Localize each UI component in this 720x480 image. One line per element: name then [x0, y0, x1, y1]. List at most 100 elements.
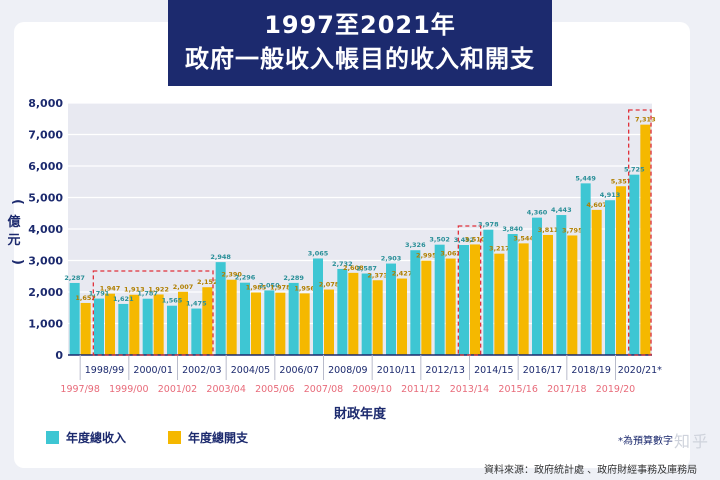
expenditure-bar — [178, 291, 188, 355]
expenditure-data-label: 2,007 — [173, 283, 194, 291]
expenditure-bar — [202, 287, 213, 355]
revenue-data-label: 3,502 — [429, 236, 450, 244]
revenue-data-label: 4,913 — [600, 191, 621, 199]
expenditure-bar — [153, 294, 164, 355]
expenditure-data-label: 7,313 — [635, 116, 656, 124]
y-axis-label-char: 億 — [7, 214, 20, 230]
expenditure-data-label: 3,811 — [538, 226, 559, 234]
x-tick-label: 2000/01 — [133, 365, 172, 376]
revenue-bar — [215, 262, 226, 355]
y-tick-label: 3,000 — [28, 255, 63, 268]
expenditure-data-label: 3,544 — [513, 234, 534, 242]
revenue-data-label: 1,787 — [137, 290, 158, 298]
x-tick-label: 2005/06 — [255, 384, 294, 395]
expenditure-bar — [543, 234, 553, 355]
expenditure-bar — [299, 293, 310, 355]
x-tick-label: 2013/14 — [450, 384, 489, 395]
x-tick-label: 2001/02 — [158, 384, 197, 395]
expenditure-data-label: 4,607 — [586, 201, 607, 209]
expenditure-data-label: 2,078 — [319, 281, 340, 289]
expenditure-bar — [105, 293, 115, 355]
x-tick-label: 2014/15 — [474, 365, 513, 376]
x-tick-label: 2011/12 — [401, 384, 440, 395]
expenditure-data-label: 3,062 — [440, 250, 461, 258]
expenditure-data-label: 1,913 — [124, 286, 145, 294]
revenue-data-label: 3,065 — [308, 249, 329, 257]
revenue-bar — [434, 244, 445, 355]
revenue-bar — [386, 263, 396, 355]
expenditure-bar — [421, 260, 432, 355]
revenue-data-label: 1,791 — [89, 290, 110, 298]
revenue-bar — [410, 250, 421, 355]
expenditure-data-label: 2,373 — [367, 271, 388, 279]
revenue-bar — [556, 215, 567, 355]
y-tick-label: 4,000 — [28, 223, 63, 236]
revenue-bar — [288, 282, 299, 355]
y-tick-label: 7,000 — [28, 129, 63, 142]
revenue-bar — [94, 298, 104, 355]
expenditure-bar — [275, 292, 286, 355]
highlight-box — [92, 270, 214, 356]
revenue-data-label: 4,360 — [527, 209, 548, 217]
title-line-2: 政府一般收入帳目的收入和開支 — [185, 45, 535, 73]
revenue-data-label: 2,732 — [332, 260, 353, 268]
revenue-data-label: 5,725 — [624, 166, 645, 174]
y-axis-paren-close: ) — [10, 259, 25, 265]
expenditure-bar — [397, 278, 407, 355]
x-tick-label: 2015/16 — [498, 384, 537, 395]
expenditure-bar — [372, 280, 383, 355]
expenditure-bar — [640, 124, 651, 355]
expenditure-bar — [518, 243, 529, 355]
revenue-bar — [361, 273, 372, 355]
expenditure-data-label: 1,652 — [75, 294, 96, 302]
revenue-bar — [580, 183, 591, 355]
x-tick-label: 2009/10 — [352, 384, 391, 395]
revenue-data-label: 3,840 — [502, 225, 523, 233]
revenue-bar — [69, 282, 80, 355]
revenue-data-label: 3,326 — [405, 241, 426, 249]
revenue-data-label: 2,903 — [381, 255, 402, 263]
revenue-bar — [605, 200, 615, 355]
x-tick-label: 2007/08 — [304, 384, 343, 395]
expenditure-bar — [226, 279, 237, 355]
x-tick-label: 2008/09 — [328, 365, 367, 376]
revenue-bar — [532, 217, 542, 355]
expenditure-bar — [494, 253, 505, 355]
x-tick-label: 2002/03 — [182, 365, 221, 376]
revenue-bar — [459, 245, 469, 355]
expenditure-data-label: 2,390 — [221, 271, 242, 279]
budget-footnote: *為預算數字 — [618, 436, 673, 447]
y-tick-label: 6,000 — [28, 160, 63, 173]
x-tick-label: 2010/11 — [377, 365, 416, 376]
revenue-data-label: 3,978 — [478, 221, 499, 229]
revenue-data-label: 2,287 — [64, 274, 85, 282]
x-tick-label: 2019/20 — [596, 384, 635, 395]
expenditure-data-label: 2,995 — [416, 252, 437, 260]
x-tick-label: 2003/04 — [206, 384, 245, 395]
title-banner: 1997至2021年 政府一般收入帳目的收入和開支 — [168, 0, 552, 86]
expenditure-bar — [348, 272, 359, 355]
revenue-bar — [483, 229, 494, 355]
y-axis-paren-open: ( — [10, 199, 25, 205]
expenditure-bar — [251, 292, 261, 355]
legend-label-expenditure: 年度總開支 — [188, 430, 249, 445]
expenditure-data-label: 2,608 — [343, 264, 364, 272]
legend-swatch-expenditure — [168, 431, 181, 444]
revenue-bar — [191, 308, 202, 355]
x-axis-title: 財政年度 — [333, 406, 387, 422]
expenditure-bar — [129, 294, 140, 355]
expenditure-data-label: 1,922 — [148, 285, 169, 293]
x-tick-label: 2018/19 — [571, 365, 610, 376]
revenue-data-label: 2,948 — [210, 253, 231, 261]
x-tick-label: 2020/21* — [618, 365, 662, 376]
x-tick-label: 1997/98 — [60, 384, 99, 395]
y-tick-label: 5,000 — [28, 192, 63, 205]
title-line-1: 1997至2021年 — [264, 11, 456, 39]
highlight-box — [457, 225, 482, 356]
revenue-data-label: 4,443 — [551, 206, 572, 214]
revenue-data-label: 3,492 — [454, 236, 475, 244]
revenue-bar — [240, 282, 250, 355]
revenue-data-label: 2,587 — [356, 265, 377, 273]
expenditure-bar — [445, 258, 456, 355]
